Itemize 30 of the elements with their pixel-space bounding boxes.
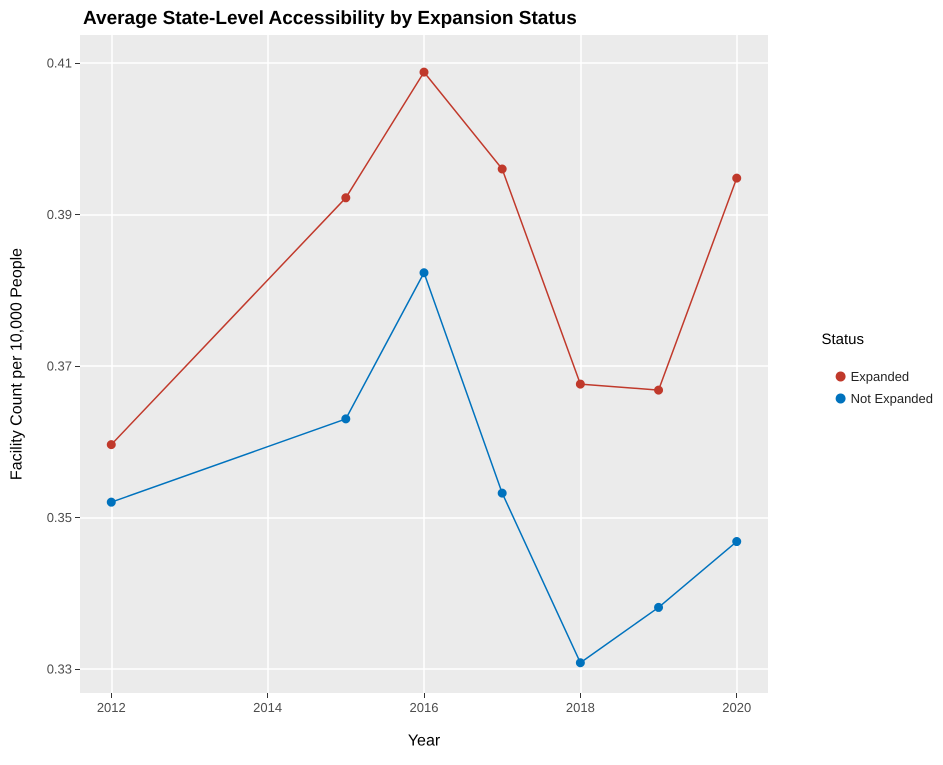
x-tick-label: 2020 xyxy=(722,700,752,715)
x-tick-label: 2014 xyxy=(253,700,282,715)
point xyxy=(576,380,585,389)
point xyxy=(576,658,585,668)
y-axis-title: Facility Count per 10,000 People xyxy=(8,248,26,480)
x-tick-label: 2012 xyxy=(96,700,126,715)
point xyxy=(732,174,742,183)
x-tick-label: 2018 xyxy=(566,700,595,715)
chart-title: Average State-Level Accessibility by Expansion Status xyxy=(83,8,577,29)
y-tick-label: 0.35 xyxy=(46,510,72,525)
y-tick-label: 0.33 xyxy=(46,661,72,676)
legend-title: Status xyxy=(821,331,864,348)
point xyxy=(341,193,350,202)
point xyxy=(106,498,116,507)
point xyxy=(420,68,428,77)
point xyxy=(654,386,664,395)
point xyxy=(498,488,507,498)
point xyxy=(341,414,350,424)
point xyxy=(106,440,116,450)
legend-label: Expanded xyxy=(850,369,910,384)
y-tick-label: 0.41 xyxy=(46,56,72,71)
y-tick-label: 0.37 xyxy=(46,358,72,374)
point xyxy=(654,602,664,612)
y-tick-label: 0.39 xyxy=(46,206,72,222)
point xyxy=(420,268,428,278)
point xyxy=(498,164,507,174)
point xyxy=(732,537,742,546)
x-axis-title: Year xyxy=(408,732,441,750)
x-tick-label: 2016 xyxy=(410,700,438,715)
legend-label: Not Expanded xyxy=(850,391,934,406)
